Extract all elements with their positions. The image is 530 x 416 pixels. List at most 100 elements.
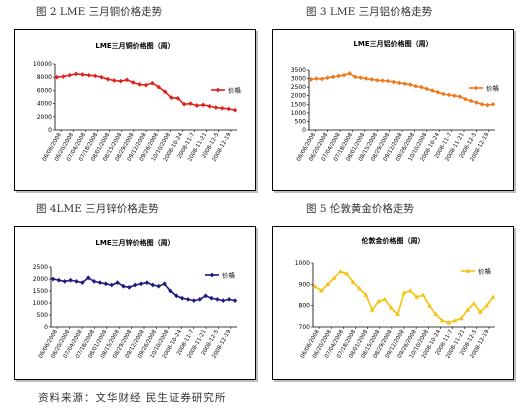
- data-point: [325, 75, 330, 81]
- data-point: [341, 72, 347, 78]
- y-tick-label: 800: [299, 303, 311, 310]
- data-point: [439, 318, 445, 323]
- data-point: [169, 95, 174, 101]
- price-series-line: [310, 72, 494, 106]
- data-point: [363, 292, 369, 297]
- data-point: [221, 298, 226, 303]
- zinc-chart-panel: LME三月锌价格图（周） 0 500 1000 1500 2000 2500 06/06/20…: [14, 226, 256, 380]
- fig3-caption: 图 3 LME 三月铝价格走势: [306, 6, 433, 18]
- data-point: [207, 103, 212, 109]
- data-point: [402, 81, 407, 87]
- data-point: [465, 307, 470, 312]
- data-point: [435, 89, 441, 95]
- y-tick-label: 2000: [33, 276, 48, 283]
- data-point: [80, 72, 85, 77]
- data-point: [424, 86, 430, 92]
- data-point: [201, 102, 206, 108]
- data-point: [474, 100, 479, 105]
- data-point: [131, 80, 136, 85]
- data-point: [97, 280, 103, 285]
- data-point: [194, 103, 200, 108]
- data-point: [358, 75, 363, 81]
- data-point: [54, 74, 60, 80]
- data-point: [484, 303, 490, 308]
- data-point: [357, 286, 362, 291]
- copper-price-chart: LME三月铜价格图（周）020004000600080001000006/06/…: [33, 41, 242, 163]
- data-point: [121, 283, 126, 289]
- data-point: [92, 73, 98, 79]
- data-point: [91, 279, 97, 284]
- y-tick-label: 2000: [37, 114, 52, 121]
- data-point: [150, 80, 155, 86]
- data-point: [388, 305, 394, 310]
- data-point: [430, 88, 435, 93]
- data-point: [457, 94, 463, 99]
- data-point: [185, 297, 191, 302]
- data-point: [226, 106, 231, 112]
- data-point: [401, 290, 407, 295]
- data-point: [80, 280, 85, 285]
- data-point: [471, 300, 477, 306]
- data-point: [213, 105, 219, 110]
- data-point: [118, 78, 123, 84]
- data-point: [156, 283, 161, 289]
- y-tick-label: 8000: [37, 74, 52, 81]
- data-point: [308, 77, 314, 82]
- data-point: [446, 92, 452, 98]
- legend-marker: [215, 87, 221, 93]
- legend-label: 价格: [228, 86, 242, 95]
- y-tick-label: 0: [302, 127, 306, 134]
- y-tick-label: 500: [295, 118, 307, 125]
- data-point: [174, 293, 179, 299]
- data-point: [197, 297, 202, 302]
- data-point: [408, 82, 413, 87]
- chart-title: LME三月铜价格图（周）: [95, 41, 174, 50]
- data-point: [397, 80, 402, 86]
- data-point: [352, 74, 358, 80]
- data-point: [490, 294, 496, 299]
- data-point: [175, 95, 180, 101]
- data-point: [391, 79, 396, 85]
- data-point: [479, 101, 485, 107]
- y-tick-label: 6000: [37, 87, 52, 94]
- data-point: [344, 271, 350, 276]
- y-tick-label: 2000: [291, 93, 306, 100]
- source-footer: 资料来源：文华财经 民生证券研究所: [38, 392, 227, 404]
- data-point: [458, 315, 464, 321]
- data-point: [433, 311, 439, 316]
- data-point: [338, 268, 343, 274]
- gold-chart-panel: 伦敦金价格图（周） 700 800 900 1000 06/06/2008 06/20/20…: [272, 226, 514, 380]
- data-point: [441, 91, 446, 97]
- data-point: [395, 311, 401, 316]
- data-point: [209, 295, 214, 301]
- y-tick-label: 3500: [291, 67, 306, 74]
- data-point: [427, 303, 432, 308]
- data-point: [188, 101, 193, 106]
- legend-label: 价格: [478, 267, 492, 276]
- data-point: [477, 309, 483, 314]
- data-point: [382, 296, 388, 302]
- legend-marker: [473, 85, 479, 91]
- data-point: [419, 84, 424, 90]
- data-point: [319, 76, 325, 82]
- data-point: [330, 74, 336, 80]
- data-point: [67, 72, 72, 78]
- data-point: [68, 277, 73, 283]
- data-point: [105, 76, 111, 82]
- y-tick-label: 0: [48, 127, 52, 134]
- fig2-caption: 图 2 LME 三月铜价格走势: [36, 6, 163, 18]
- data-point: [407, 288, 413, 293]
- data-point: [485, 102, 490, 108]
- data-point: [468, 98, 474, 104]
- data-point: [350, 279, 356, 284]
- aluminum-chart-panel: LME三月铝价格图（周） 0 500 1000 1500 2000 2500 3000 3500…: [272, 29, 514, 191]
- data-point: [61, 74, 66, 79]
- y-tick-label: 3000: [291, 76, 306, 83]
- data-point: [420, 292, 426, 297]
- y-tick-label: 500: [37, 312, 49, 319]
- data-point: [413, 83, 418, 89]
- data-point: [50, 276, 56, 282]
- copper-chart-panel: LME三月铜价格图（周） 0 2000 4000 6000 8000 10000 06/06/…: [14, 29, 256, 191]
- legend-label: 价格: [486, 84, 500, 93]
